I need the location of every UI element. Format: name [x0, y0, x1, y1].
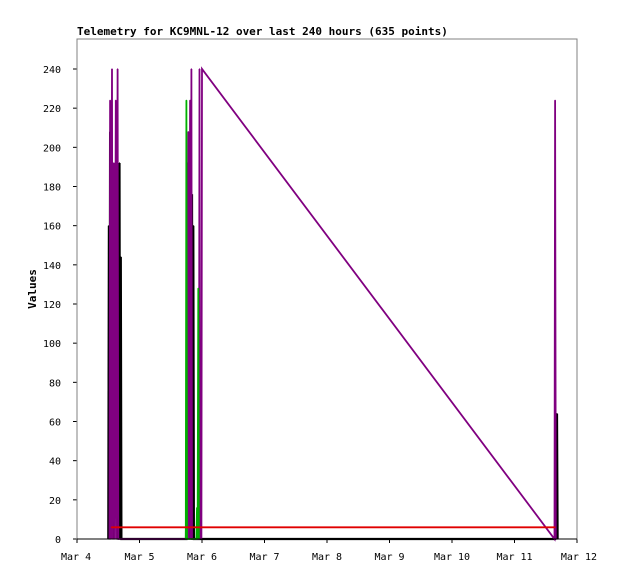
x-tick-label: Mar 10 — [434, 552, 470, 563]
y-tick-label: 20 — [49, 496, 61, 507]
y-tick-label: 180 — [43, 183, 61, 194]
x-tick-label: Mar 8 — [312, 552, 342, 563]
y-tick-label: 140 — [43, 261, 61, 272]
data-point — [117, 68, 119, 70]
data-point — [192, 225, 194, 227]
data-point — [189, 99, 191, 101]
y-tick-label: 160 — [43, 222, 61, 233]
data-point — [197, 287, 199, 289]
y-tick-label: 0 — [55, 535, 61, 546]
x-tick-label: Mar 9 — [374, 552, 404, 563]
x-tick-label: Mar 6 — [187, 552, 217, 563]
y-tick-label: 40 — [49, 457, 61, 468]
series-line — [184, 100, 200, 540]
data-point — [109, 99, 111, 101]
y-tick-label: 80 — [49, 378, 61, 389]
y-tick-label: 200 — [43, 143, 61, 154]
x-axis: Mar 4 Mar 5 Mar 6 Mar 7 Mar 8 Mar 9 Mar 10 Mar … — [61, 539, 597, 563]
y-tick-label: 120 — [43, 300, 61, 311]
data-point — [200, 413, 202, 415]
x-tick-label: Mar 11 — [496, 552, 532, 563]
chart-title: Telemetry for KC9MNL-12 over last 240 ho… — [77, 25, 448, 38]
y-tick-label: 60 — [49, 418, 61, 429]
data-point — [118, 162, 121, 164]
data-point — [185, 99, 187, 101]
data-point — [115, 99, 117, 101]
data-point — [190, 68, 192, 70]
data-point — [554, 99, 556, 101]
y-tick-label: 220 — [43, 104, 61, 115]
data-point — [113, 162, 115, 164]
series-3 — [110, 526, 556, 529]
data-point — [196, 507, 198, 509]
data-point — [187, 131, 189, 133]
x-tick-label: Mar 12 — [561, 552, 597, 563]
x-tick-label: Mar 4 — [61, 552, 91, 563]
plot-area — [76, 38, 578, 540]
y-axis-label: Values — [26, 269, 39, 309]
data-point — [198, 68, 201, 70]
y-tick-label: 240 — [43, 65, 61, 76]
data-point — [111, 68, 113, 70]
x-tick-label: Mar 5 — [124, 552, 154, 563]
data-point — [201, 68, 203, 70]
data-point — [110, 526, 112, 528]
y-tick-label: 100 — [43, 339, 61, 350]
y-axis: 0 20 40 60 80 100 120 140 160 180 200 220 240 — [43, 65, 77, 546]
data-point — [556, 413, 558, 415]
data-point — [554, 526, 556, 528]
data-point — [120, 256, 122, 258]
x-tick-label: Mar 7 — [249, 552, 279, 563]
